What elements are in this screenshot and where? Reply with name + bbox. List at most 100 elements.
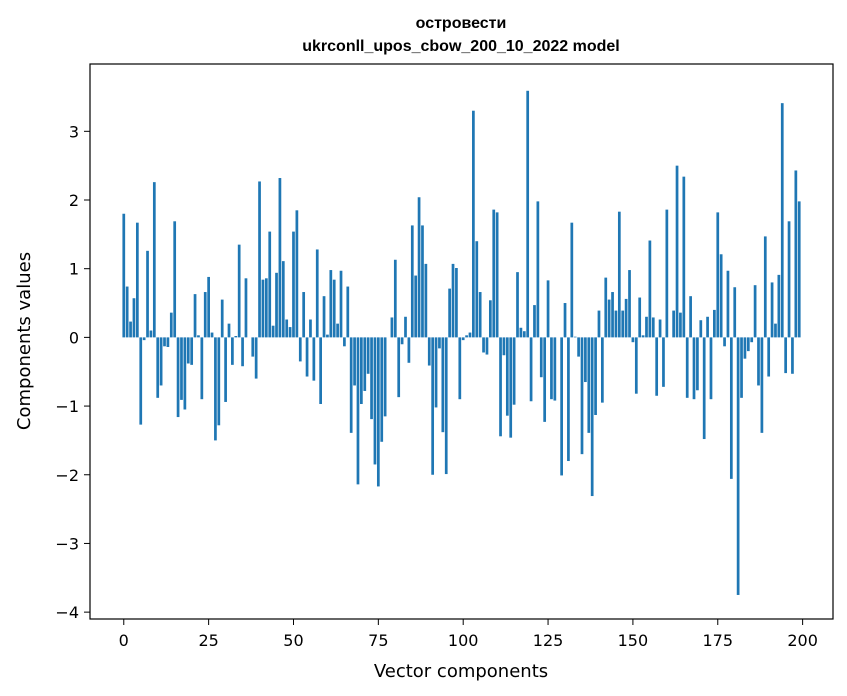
bar: [339, 270, 343, 338]
bar: [590, 337, 594, 497]
bar: [617, 211, 621, 338]
bar: [231, 337, 234, 365]
bar: [217, 337, 221, 426]
bar: [580, 337, 584, 455]
bar: [757, 337, 760, 386]
bar: [234, 336, 238, 338]
bar: [495, 212, 499, 338]
bar: [288, 327, 292, 338]
bar: [244, 278, 248, 338]
bar: [699, 320, 703, 338]
y-tick-label: −3: [55, 534, 79, 553]
y-tick-label: −1: [55, 397, 79, 416]
bar: [183, 337, 187, 410]
bar: [536, 201, 540, 338]
bar: [512, 337, 516, 405]
bar: [791, 337, 794, 374]
bar: [444, 337, 448, 475]
bar: [563, 303, 567, 338]
bar: [180, 337, 183, 400]
bar: [305, 337, 309, 377]
bar: [326, 334, 329, 338]
bar: [645, 316, 648, 338]
bar: [638, 297, 642, 338]
bar: [431, 337, 435, 475]
bar: [662, 337, 665, 387]
bar: [567, 337, 570, 462]
bar: [533, 305, 536, 338]
bar: [455, 268, 458, 338]
bar: [190, 337, 194, 365]
bar: [210, 332, 214, 338]
bar: [200, 337, 204, 400]
bar: [224, 337, 227, 402]
bar: [203, 292, 207, 338]
bar: [292, 231, 295, 338]
bar: [295, 210, 299, 338]
bar: [702, 337, 706, 440]
bar: [434, 337, 438, 408]
bar: [655, 337, 659, 396]
bar: [648, 240, 652, 338]
bar: [417, 197, 421, 338]
bar: [166, 337, 170, 347]
bar: [376, 337, 380, 487]
bar: [407, 337, 411, 363]
bar: [516, 272, 519, 338]
bar: [767, 337, 771, 377]
bar: [142, 337, 146, 341]
bar: [743, 337, 747, 359]
bar: [281, 261, 285, 338]
bar: [237, 244, 241, 338]
bar: [696, 337, 699, 391]
bar: [736, 337, 740, 595]
bar: [692, 337, 696, 400]
y-tick-label: 3: [69, 122, 79, 141]
bar: [641, 335, 645, 338]
bar: [261, 279, 265, 338]
bar: [750, 337, 754, 343]
bar: [135, 222, 139, 338]
bar: [492, 209, 496, 338]
bar: [478, 292, 482, 338]
bar: [560, 337, 563, 476]
bar: [380, 337, 384, 442]
bar: [302, 292, 306, 338]
bar: [529, 337, 533, 402]
bar: [461, 337, 465, 341]
bar: [448, 288, 451, 338]
bar: [753, 285, 757, 338]
bar: [651, 317, 655, 338]
x-tick-label: 75: [368, 631, 388, 650]
bar: [268, 231, 272, 338]
bar: [472, 110, 475, 338]
bar: [794, 170, 798, 338]
bar: [584, 337, 587, 383]
bar: [634, 337, 638, 394]
bar: [505, 337, 509, 416]
bar: [363, 337, 367, 391]
bar: [264, 278, 268, 338]
bar: [404, 316, 407, 338]
x-tick-label: 25: [198, 631, 218, 650]
bar: [132, 298, 136, 338]
bar: [570, 222, 574, 338]
bar: [628, 270, 631, 338]
bar: [797, 201, 801, 338]
bar: [573, 336, 577, 338]
bar: [193, 294, 197, 338]
bar: [770, 282, 774, 338]
bar: [173, 221, 177, 338]
bar: [672, 310, 675, 338]
bar: [468, 332, 472, 338]
bar: [709, 337, 713, 400]
bar: [716, 212, 720, 338]
x-axis-label: Vector components: [374, 661, 548, 682]
bar: [546, 280, 550, 338]
bar: [383, 337, 387, 417]
bar: [336, 323, 339, 338]
bar: [156, 337, 160, 398]
bar: [777, 274, 781, 338]
bar: [349, 337, 353, 433]
